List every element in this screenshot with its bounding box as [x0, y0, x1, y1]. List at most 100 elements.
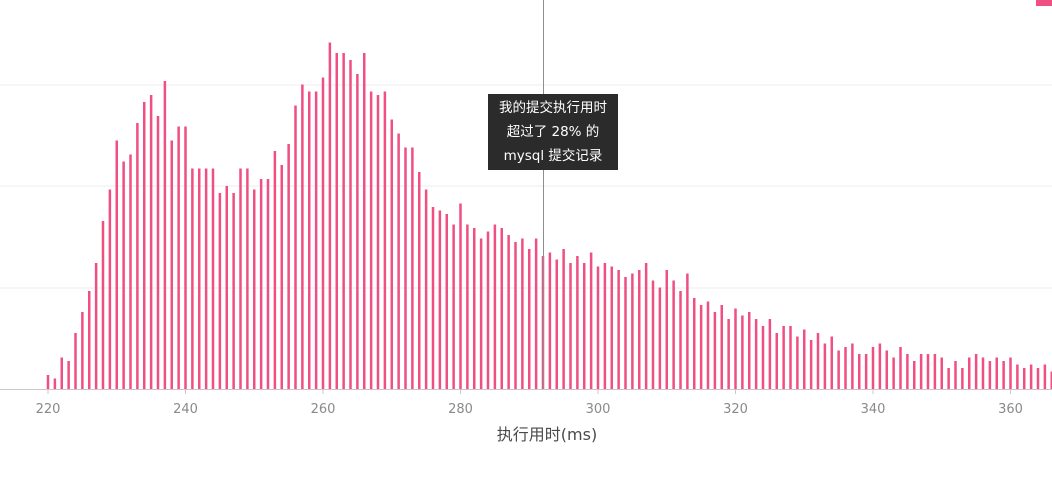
bar[interactable] [507, 235, 510, 389]
bar[interactable] [259, 179, 263, 389]
bar[interactable] [961, 368, 964, 389]
bar[interactable] [899, 347, 902, 389]
bar[interactable] [720, 305, 724, 389]
bar[interactable] [60, 357, 64, 390]
bar[interactable] [349, 60, 352, 389]
bar[interactable] [1002, 361, 1005, 389]
bar[interactable] [266, 179, 270, 389]
bar[interactable] [933, 354, 937, 389]
bar[interactable] [624, 277, 627, 389]
bar[interactable] [995, 357, 999, 390]
bar[interactable] [46, 375, 50, 389]
bar[interactable] [727, 319, 730, 389]
bar[interactable] [864, 354, 868, 389]
bar[interactable] [665, 270, 669, 389]
bar[interactable] [954, 361, 957, 389]
bar[interactable] [596, 266, 600, 390]
bar[interactable] [892, 357, 895, 390]
bar[interactable] [452, 224, 455, 390]
bar[interactable] [418, 172, 421, 389]
bar[interactable] [521, 238, 524, 390]
bar[interactable] [88, 291, 91, 389]
bar[interactable] [734, 308, 737, 390]
bar[interactable] [809, 340, 813, 389]
bar[interactable] [246, 168, 249, 390]
bar[interactable] [273, 151, 277, 389]
bar[interactable] [356, 74, 359, 389]
bar[interactable] [301, 84, 304, 390]
bar[interactable] [528, 249, 531, 389]
bar[interactable] [342, 53, 345, 389]
bar[interactable] [328, 42, 332, 390]
bar[interactable] [706, 301, 710, 390]
bar[interactable] [555, 259, 559, 390]
bar[interactable] [1029, 364, 1033, 390]
bar[interactable] [754, 319, 758, 389]
bar[interactable] [424, 189, 428, 390]
bar[interactable] [397, 133, 400, 390]
bar[interactable] [761, 326, 765, 389]
bar[interactable] [548, 252, 552, 390]
bar[interactable] [775, 333, 779, 389]
bar[interactable] [644, 263, 648, 389]
bar[interactable] [390, 119, 394, 390]
bar[interactable] [919, 354, 923, 389]
bar[interactable] [486, 231, 490, 390]
bar[interactable] [163, 81, 167, 389]
bar[interactable] [562, 249, 565, 389]
bar[interactable] [589, 252, 593, 390]
bar[interactable] [438, 210, 442, 390]
bar[interactable] [926, 354, 930, 389]
bar[interactable] [672, 280, 675, 390]
bar[interactable] [500, 228, 504, 389]
bar[interactable] [782, 326, 785, 389]
bar[interactable] [858, 354, 861, 389]
bar[interactable] [411, 147, 414, 390]
bar[interactable] [170, 140, 174, 390]
bar[interactable] [149, 95, 153, 389]
bar[interactable] [981, 357, 985, 390]
bar[interactable] [658, 287, 662, 390]
bar[interactable] [823, 343, 827, 390]
bar[interactable] [768, 319, 772, 389]
bar[interactable] [53, 378, 57, 390]
bar[interactable] [459, 203, 462, 390]
bar[interactable] [686, 273, 689, 390]
bar[interactable] [1036, 368, 1040, 389]
bar[interactable] [871, 347, 875, 389]
bar[interactable] [67, 361, 70, 389]
bar[interactable] [314, 91, 318, 390]
bar[interactable] [974, 354, 978, 389]
bar[interactable] [74, 333, 77, 389]
bar[interactable] [610, 266, 614, 390]
bar[interactable] [583, 263, 586, 389]
bar[interactable] [837, 350, 840, 390]
bar[interactable] [198, 168, 201, 390]
bar[interactable] [431, 207, 435, 389]
bar[interactable] [81, 312, 84, 389]
bar[interactable] [816, 333, 820, 389]
bar[interactable] [651, 280, 655, 390]
bar[interactable] [534, 238, 538, 390]
bar[interactable] [885, 350, 889, 390]
bar[interactable] [204, 168, 208, 390]
bar[interactable] [947, 368, 950, 389]
bar[interactable] [218, 193, 222, 389]
bar[interactable] [383, 91, 387, 390]
bar[interactable] [576, 256, 579, 389]
bar[interactable] [177, 126, 180, 390]
bar[interactable] [1009, 357, 1012, 390]
bar[interactable] [335, 53, 339, 389]
bar[interactable] [184, 126, 187, 390]
bar[interactable] [514, 242, 517, 389]
bar[interactable] [844, 347, 847, 389]
bar[interactable] [479, 238, 483, 390]
bar[interactable] [115, 140, 119, 390]
bar[interactable] [294, 105, 297, 390]
bar[interactable] [789, 326, 792, 389]
bar[interactable] [280, 165, 284, 389]
bar[interactable] [1016, 364, 1019, 390]
bar[interactable] [473, 228, 476, 389]
bar[interactable] [191, 168, 194, 390]
bar[interactable] [94, 263, 98, 389]
